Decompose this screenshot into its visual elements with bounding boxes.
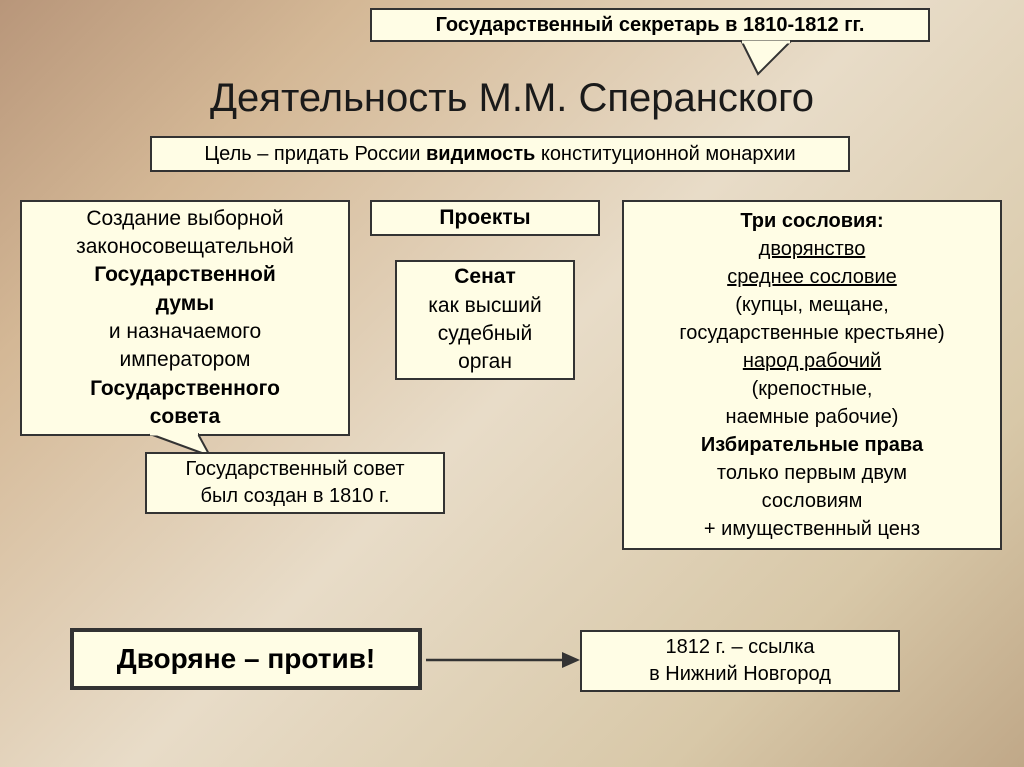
- goal-text: Цель – придать России видимость конститу…: [204, 141, 795, 168]
- header-secretary-text: Государственный секретарь в 1810-1812 гг…: [436, 12, 865, 39]
- projects-text: Проекты: [439, 204, 530, 232]
- council-created-note: Государственный советбыл создан в 1810 г…: [145, 452, 445, 514]
- header-secretary-box: Государственный секретарь в 1810-1812 гг…: [370, 8, 930, 42]
- main-title-text: Деятельность М.М. Сперанского: [210, 76, 814, 120]
- nobles-against-box: Дворяне – против!: [70, 628, 422, 690]
- main-title: Деятельность М.М. Сперанского: [0, 76, 1024, 121]
- duma-council-box: Создание выборнойзаконосовещательнойГосу…: [20, 200, 350, 436]
- estates-box: Три сословия:дворянствосреднее сословие(…: [622, 200, 1002, 550]
- projects-box: Проекты: [370, 200, 600, 236]
- senate-box: Сенаткак высшийсудебныйорган: [395, 260, 575, 380]
- nobles-against-text: Дворяне – против!: [117, 640, 375, 678]
- exile-box: 1812 г. – ссылкав Нижний Новгород: [580, 630, 900, 692]
- goal-box: Цель – придать России видимость конститу…: [150, 136, 850, 172]
